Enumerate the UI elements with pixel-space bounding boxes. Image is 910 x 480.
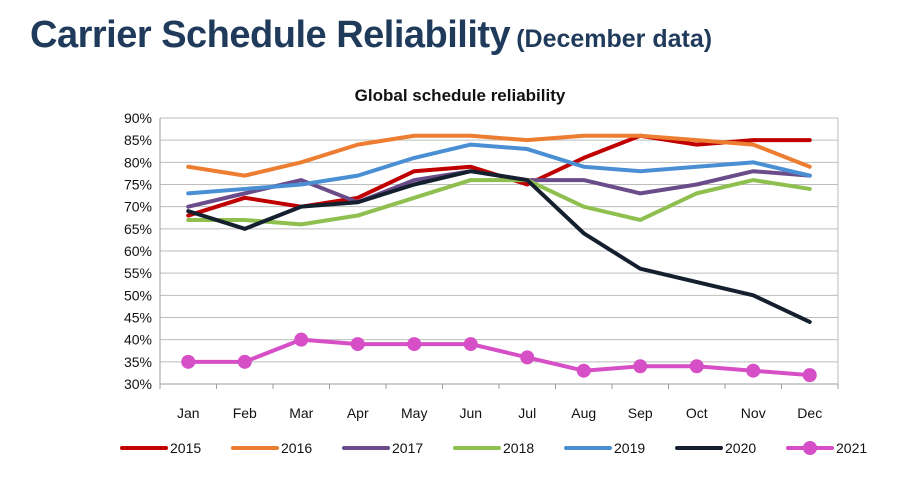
data-point-2021 xyxy=(181,354,196,369)
y-tick-label: 45% xyxy=(124,310,152,326)
data-point-2021 xyxy=(576,363,591,378)
data-point-2021 xyxy=(633,359,648,374)
legend-label-2018: 2018 xyxy=(503,440,534,456)
x-tick-label: Aug xyxy=(571,405,596,421)
series-line-2019 xyxy=(186,142,812,196)
series-line-2021 xyxy=(186,337,812,378)
y-axis-ticks: 30% 35% 40% 45% 50% 55% 60% 65% 70% 75% 80% 85% 90% xyxy=(124,110,152,392)
legend-label-2020: 2020 xyxy=(725,440,756,456)
x-axis-ticks: Jan Feb Mar Apr May Jun Jul Aug Sep Oct Nov Dec xyxy=(177,405,822,421)
series-line-2018 xyxy=(186,178,812,227)
legend: 2015 2016 2017 2018 2019 2020 2021 xyxy=(120,440,867,456)
x-tick-label: Jul xyxy=(518,405,536,421)
y-tick-label: 85% xyxy=(124,132,152,148)
y-tick-label: 55% xyxy=(124,265,152,281)
legend-label-2021: 2021 xyxy=(836,440,867,456)
x-tick-label: Oct xyxy=(686,405,708,421)
data-point-2021 xyxy=(463,337,478,352)
legend-label-2019: 2019 xyxy=(614,440,645,456)
legend-marker-2021 xyxy=(803,441,817,455)
series-line-2020 xyxy=(186,169,812,324)
x-tick-label: Nov xyxy=(741,405,766,421)
y-tick-label: 70% xyxy=(124,199,152,215)
x-tick-label: Jun xyxy=(459,405,482,421)
data-point-2021 xyxy=(350,337,365,352)
data-point-2021 xyxy=(237,354,252,369)
y-tick-label: 80% xyxy=(124,154,152,170)
legend-label-2016: 2016 xyxy=(281,440,312,456)
y-tick-label: 30% xyxy=(124,376,152,392)
page-subtitle: (December data) xyxy=(516,25,713,53)
legend-label-2017: 2017 xyxy=(392,440,423,456)
y-tick-label: 50% xyxy=(124,287,152,303)
data-point-2021 xyxy=(407,337,422,352)
page-title-main: Carrier Schedule Reliability xyxy=(30,14,511,56)
x-tick-label: Dec xyxy=(797,405,822,421)
x-tick-label: Sep xyxy=(628,405,653,421)
x-tick-label: May xyxy=(401,405,427,421)
data-point-2021 xyxy=(520,350,535,365)
chart-title: Global schedule reliability xyxy=(355,86,566,105)
y-tick-label: 65% xyxy=(124,221,152,237)
x-tick-label: Jan xyxy=(177,405,200,421)
data-point-2021 xyxy=(294,332,309,347)
data-point-2021 xyxy=(746,363,761,378)
y-tick-label: 35% xyxy=(124,354,152,370)
legend-label-2015: 2015 xyxy=(170,440,201,456)
grid-lines xyxy=(159,117,839,389)
y-tick-label: 75% xyxy=(124,177,152,193)
x-tick-label: Apr xyxy=(347,405,369,421)
series-line-2016 xyxy=(186,133,812,178)
data-point-2021 xyxy=(689,359,704,374)
y-tick-label: 90% xyxy=(124,110,152,126)
y-tick-label: 40% xyxy=(124,332,152,348)
series-lines xyxy=(181,133,817,383)
x-tick-label: Mar xyxy=(289,405,313,421)
page-title: Carrier Schedule Reliability (December da… xyxy=(30,14,712,57)
data-point-2021 xyxy=(802,368,817,383)
x-tick-label: Feb xyxy=(233,405,257,421)
y-tick-label: 60% xyxy=(124,243,152,259)
